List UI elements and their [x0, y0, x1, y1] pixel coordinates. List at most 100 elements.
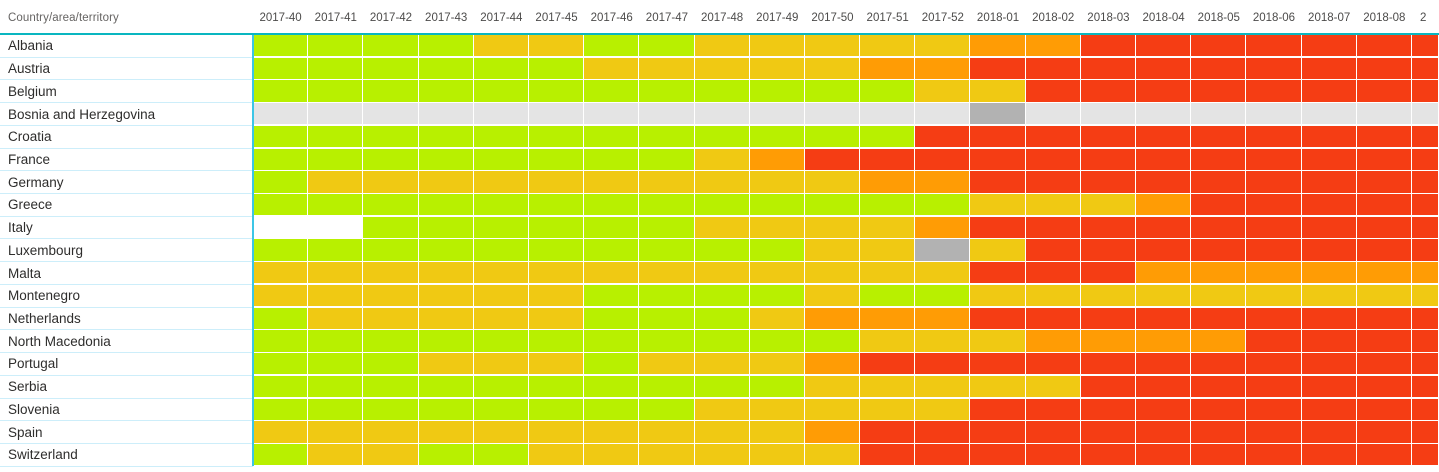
heatmap-cell[interactable] [1025, 330, 1080, 352]
heatmap-cell[interactable] [860, 148, 915, 170]
heatmap-cell[interactable] [418, 216, 473, 239]
heatmap-cell[interactable] [363, 375, 418, 398]
heatmap-cell[interactable] [804, 284, 860, 307]
column-header-week[interactable]: 2018-04 [1142, 12, 1185, 24]
heatmap-cell[interactable] [308, 171, 363, 193]
heatmap-cell[interactable] [1301, 80, 1356, 102]
row-label[interactable]: France [0, 149, 253, 172]
heatmap-cell[interactable] [308, 284, 363, 307]
heatmap-cell[interactable] [473, 194, 528, 216]
row-label[interactable]: Croatia [0, 126, 253, 149]
heatmap-cell[interactable] [804, 35, 860, 57]
heatmap-cell[interactable] [1411, 262, 1438, 284]
heatmap-cell[interactable] [363, 239, 418, 261]
heatmap-cell[interactable] [749, 284, 804, 307]
heatmap-cell[interactable] [1411, 216, 1438, 239]
heatmap-cell[interactable] [860, 398, 915, 420]
heatmap-cell[interactable] [1356, 57, 1411, 80]
heatmap-cell[interactable] [860, 125, 915, 148]
heatmap-cell[interactable] [1191, 148, 1246, 170]
heatmap-cell[interactable] [1356, 239, 1411, 261]
heatmap-cell[interactable] [749, 125, 804, 148]
heatmap-cell[interactable] [1080, 194, 1135, 216]
heatmap-cell[interactable] [694, 35, 749, 57]
heatmap-cell[interactable] [1411, 148, 1438, 170]
heatmap-cell[interactable] [804, 398, 860, 420]
heatmap-cell[interactable] [418, 375, 473, 398]
heatmap-cell[interactable] [473, 57, 528, 80]
column-header-country-area-territory[interactable]: Country/area/territory [8, 12, 119, 24]
heatmap-cell[interactable] [1191, 443, 1246, 466]
heatmap-cell[interactable] [1356, 330, 1411, 352]
heatmap-cell[interactable] [418, 194, 473, 216]
heatmap-cell[interactable] [694, 330, 749, 352]
heatmap-cell[interactable] [584, 80, 639, 102]
heatmap-cell[interactable] [915, 194, 970, 216]
heatmap-cell[interactable] [694, 57, 749, 80]
heatmap-cell[interactable] [970, 375, 1025, 398]
heatmap-cell[interactable] [860, 443, 915, 466]
heatmap-cell[interactable] [915, 330, 970, 352]
heatmap-cell[interactable] [253, 216, 308, 239]
heatmap-cell[interactable] [253, 353, 308, 375]
heatmap-cell[interactable] [418, 421, 473, 443]
heatmap-cell[interactable] [970, 421, 1025, 443]
heatmap-cell[interactable] [1411, 35, 1438, 57]
row-label[interactable]: Belgium [0, 80, 253, 104]
column-header-week[interactable]: 2017-41 [314, 12, 357, 24]
heatmap-cell[interactable] [528, 353, 584, 375]
heatmap-cell[interactable] [1356, 421, 1411, 443]
heatmap-cell[interactable] [749, 194, 804, 216]
heatmap-cell[interactable] [694, 239, 749, 261]
heatmap-cell[interactable] [1136, 103, 1191, 125]
heatmap-cell[interactable] [1191, 239, 1246, 261]
heatmap-cell[interactable] [308, 148, 363, 170]
heatmap-cell[interactable] [1136, 80, 1191, 102]
heatmap-cell[interactable] [1136, 353, 1191, 375]
heatmap-cell[interactable] [473, 443, 528, 466]
heatmap-cell[interactable] [1301, 353, 1356, 375]
column-header-week[interactable]: 2017-44 [480, 12, 523, 24]
column-header-week[interactable]: 2017-47 [645, 12, 689, 24]
heatmap-cell[interactable] [584, 57, 639, 80]
heatmap-cell[interactable] [1136, 57, 1191, 80]
heatmap-cell[interactable] [363, 57, 418, 80]
heatmap-cell[interactable] [860, 353, 915, 375]
heatmap-cell[interactable] [473, 103, 528, 125]
heatmap-cell[interactable] [1191, 171, 1246, 193]
heatmap-cell[interactable] [694, 375, 749, 398]
heatmap-cell[interactable] [860, 171, 915, 193]
heatmap-cell[interactable] [1246, 330, 1301, 352]
heatmap-cell[interactable] [1411, 307, 1438, 329]
heatmap-cell[interactable] [253, 398, 308, 420]
heatmap-cell[interactable] [804, 216, 860, 239]
heatmap-cell[interactable] [418, 35, 473, 57]
heatmap-cell[interactable] [915, 353, 970, 375]
row-label[interactable]: Malta [0, 262, 253, 285]
heatmap-cell[interactable] [1080, 330, 1135, 352]
heatmap-cell[interactable] [308, 35, 363, 57]
column-header-week[interactable]: 2017-46 [590, 12, 633, 24]
heatmap-cell[interactable] [749, 148, 804, 170]
heatmap-cell[interactable] [1411, 80, 1438, 102]
heatmap-cell[interactable] [970, 194, 1025, 216]
heatmap-cell[interactable] [804, 330, 860, 352]
heatmap-cell[interactable] [1080, 35, 1135, 57]
heatmap-cell[interactable] [1080, 80, 1135, 102]
heatmap-cell[interactable] [1191, 194, 1246, 216]
heatmap-cell[interactable] [1246, 421, 1301, 443]
heatmap-cell[interactable] [915, 307, 970, 329]
heatmap-cell[interactable] [970, 284, 1025, 307]
heatmap-cell[interactable] [639, 125, 694, 148]
heatmap-cell[interactable] [1136, 398, 1191, 420]
heatmap-cell[interactable] [363, 398, 418, 420]
heatmap-cell[interactable] [860, 330, 915, 352]
heatmap-cell[interactable] [1356, 353, 1411, 375]
heatmap-cell[interactable] [804, 103, 860, 125]
heatmap-cell[interactable] [253, 284, 308, 307]
heatmap-cell[interactable] [1301, 125, 1356, 148]
heatmap-cell[interactable] [308, 443, 363, 466]
heatmap-cell[interactable] [1246, 171, 1301, 193]
heatmap-cell[interactable] [860, 375, 915, 398]
heatmap-cell[interactable] [253, 171, 308, 193]
